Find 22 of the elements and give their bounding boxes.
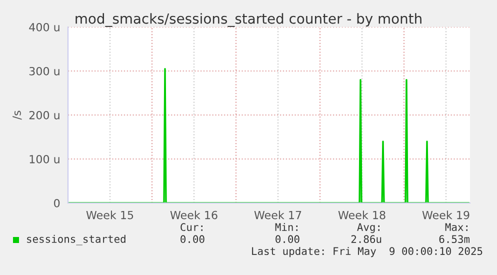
text: Min:	[275, 222, 298, 231]
text: Max:	[445, 223, 468, 232]
text: Cur:	[180, 223, 202, 232]
x-tick-label: Week 19	[422, 210, 470, 220]
x-tick-label: Week 15	[86, 210, 134, 220]
text: 0.00	[276, 235, 300, 244]
chart-title: mod_smacks/sessions_started counter - by month	[76, 13, 422, 27]
text: Avg:	[357, 223, 380, 234]
text: Last update: Fri May 9 00:00:10 2025	[252, 246, 482, 258]
text: 6.53m	[439, 235, 470, 244]
legend-label: sessions_started	[27, 234, 126, 246]
x-tick-label: Week 16	[170, 210, 218, 220]
text: 0.00	[180, 235, 204, 244]
y-tick-label: 200 u	[29, 110, 60, 120]
x-tick-label: Week 17	[254, 210, 302, 220]
text: 2.86u	[351, 235, 382, 244]
y-tick-label: 0	[54, 198, 60, 208]
y-tick-label: 300 u	[29, 66, 60, 76]
x-tick-label: Week 18	[338, 210, 386, 220]
y-axis-title: /s	[12, 110, 22, 120]
y-tick-label: 100 u	[30, 154, 60, 164]
y-tick-label: 400 u	[29, 22, 60, 32]
